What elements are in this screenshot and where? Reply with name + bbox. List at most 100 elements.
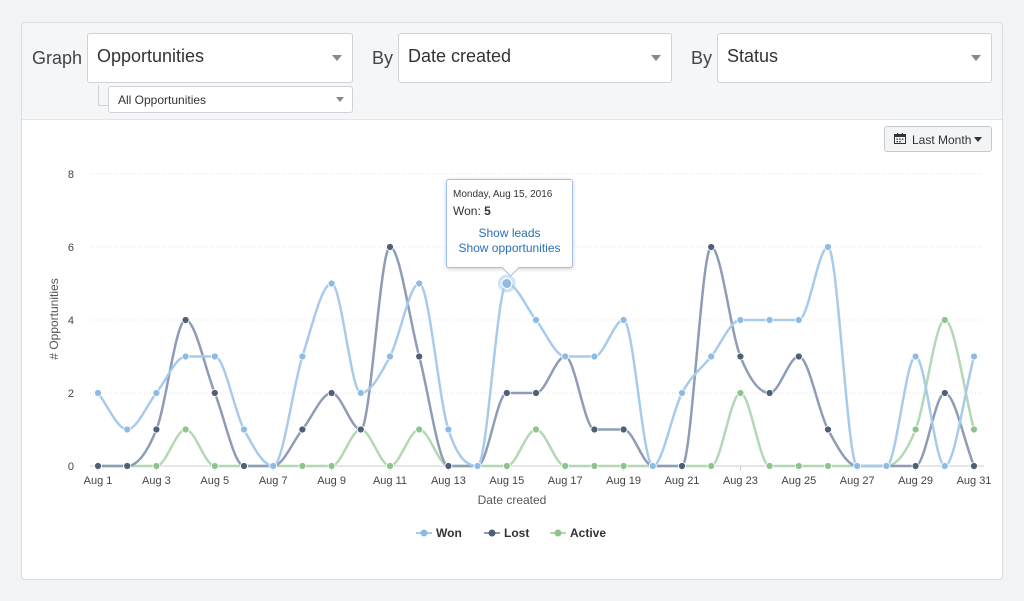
point-won[interactable] <box>794 316 803 324</box>
point-won[interactable] <box>94 389 102 397</box>
point-active[interactable] <box>532 425 540 434</box>
point-active[interactable] <box>152 462 161 470</box>
point-lost[interactable] <box>736 352 745 361</box>
x-tick-label: Aug 15 <box>489 475 524 487</box>
point-lost[interactable] <box>386 243 394 251</box>
point-lost[interactable] <box>356 425 365 434</box>
point-won[interactable] <box>648 462 657 470</box>
by-label-1: By <box>372 48 394 68</box>
point-active[interactable] <box>970 425 978 434</box>
show-opportunities-link[interactable]: Show opportunities <box>458 241 561 255</box>
point-active[interactable] <box>386 462 394 470</box>
point-active[interactable] <box>707 462 716 470</box>
sub-filter-select[interactable]: All Opportunities <box>108 86 353 113</box>
point-won[interactable] <box>940 462 949 470</box>
legend-item-lost[interactable]: Lost <box>484 526 529 540</box>
point-active[interactable] <box>590 462 599 470</box>
point-active[interactable] <box>736 389 745 397</box>
caret-down-icon <box>974 137 982 142</box>
point-won[interactable] <box>386 352 394 361</box>
point-won[interactable] <box>561 352 570 361</box>
point-lost[interactable] <box>502 389 511 397</box>
point-lost[interactable] <box>210 389 219 397</box>
point-won[interactable] <box>298 352 307 361</box>
graph-label: Graph <box>32 48 83 68</box>
point-won[interactable] <box>853 462 862 470</box>
point-lost[interactable] <box>940 389 949 397</box>
point-lost[interactable] <box>123 462 132 470</box>
point-won[interactable] <box>269 462 278 470</box>
point-won[interactable] <box>356 389 365 397</box>
point-won[interactable] <box>123 425 132 434</box>
point-active[interactable] <box>298 462 307 470</box>
point-lost[interactable] <box>298 425 307 434</box>
point-lost[interactable] <box>181 316 190 324</box>
point-won[interactable] <box>181 352 190 361</box>
point-won[interactable] <box>765 316 774 324</box>
point-lost[interactable] <box>765 389 774 397</box>
legend-item-active[interactable]: Active <box>550 526 606 540</box>
point-won[interactable] <box>824 243 832 251</box>
point-won[interactable] <box>970 352 978 361</box>
point-won[interactable] <box>882 462 891 470</box>
point-tooltip: Monday, Aug 15, 2016 Won: 5 Show leads S… <box>446 179 573 277</box>
point-won[interactable] <box>736 316 745 324</box>
point-active[interactable] <box>327 462 336 470</box>
x-tick-label: Aug 9 <box>317 475 346 487</box>
point-lost[interactable] <box>590 425 599 434</box>
point-lost[interactable] <box>94 462 102 470</box>
point-lost[interactable] <box>794 352 803 361</box>
point-won[interactable] <box>240 425 248 434</box>
point-lost[interactable] <box>152 425 161 434</box>
point-lost[interactable] <box>532 389 540 397</box>
date-range-button[interactable]: Last Month <box>884 126 992 152</box>
point-lost[interactable] <box>240 462 248 470</box>
point-active[interactable] <box>181 425 190 434</box>
point-won[interactable] <box>678 389 686 397</box>
point-won[interactable] <box>473 462 482 470</box>
chevron-down-icon <box>651 55 661 61</box>
point-lost[interactable] <box>327 389 336 397</box>
by-date-select[interactable]: Date created <box>398 33 672 83</box>
point-won[interactable] <box>619 316 628 324</box>
hover-point[interactable] <box>501 278 513 289</box>
point-active[interactable] <box>210 462 219 470</box>
point-lost[interactable] <box>824 425 832 434</box>
by-label-2: By <box>691 48 713 68</box>
x-tick-label: Aug 29 <box>898 475 933 487</box>
point-lost[interactable] <box>444 462 453 470</box>
x-axis-label: Date created <box>478 493 547 507</box>
point-active[interactable] <box>911 425 920 434</box>
tooltip-series-label: Won: <box>453 204 481 218</box>
point-active[interactable] <box>940 316 949 324</box>
show-leads-link[interactable]: Show leads <box>478 226 541 240</box>
by-status-select[interactable]: Status <box>717 33 992 83</box>
point-active[interactable] <box>824 462 832 470</box>
point-lost[interactable] <box>911 462 920 470</box>
point-won[interactable] <box>152 389 161 397</box>
point-won[interactable] <box>590 352 599 361</box>
point-active[interactable] <box>415 425 424 434</box>
point-won[interactable] <box>444 425 453 434</box>
point-won[interactable] <box>707 352 716 361</box>
point-active[interactable] <box>765 462 774 470</box>
x-tick-label: Aug 23 <box>723 475 758 487</box>
graph-select[interactable]: Opportunities <box>87 33 353 83</box>
point-won[interactable] <box>327 279 336 288</box>
legend-item-won[interactable]: Won <box>416 526 462 540</box>
point-won[interactable] <box>415 279 424 288</box>
point-lost[interactable] <box>970 462 978 470</box>
point-lost[interactable] <box>619 425 628 434</box>
point-lost[interactable] <box>415 352 424 361</box>
legend-label: Lost <box>504 526 529 540</box>
point-active[interactable] <box>794 462 803 470</box>
point-won[interactable] <box>532 316 540 324</box>
point-won[interactable] <box>911 352 920 361</box>
point-lost[interactable] <box>707 243 716 251</box>
point-lost[interactable] <box>678 462 686 470</box>
point-active[interactable] <box>502 462 511 470</box>
x-tick-label: Aug 21 <box>665 475 700 487</box>
point-won[interactable] <box>210 352 219 361</box>
point-active[interactable] <box>619 462 628 470</box>
point-active[interactable] <box>561 462 570 470</box>
